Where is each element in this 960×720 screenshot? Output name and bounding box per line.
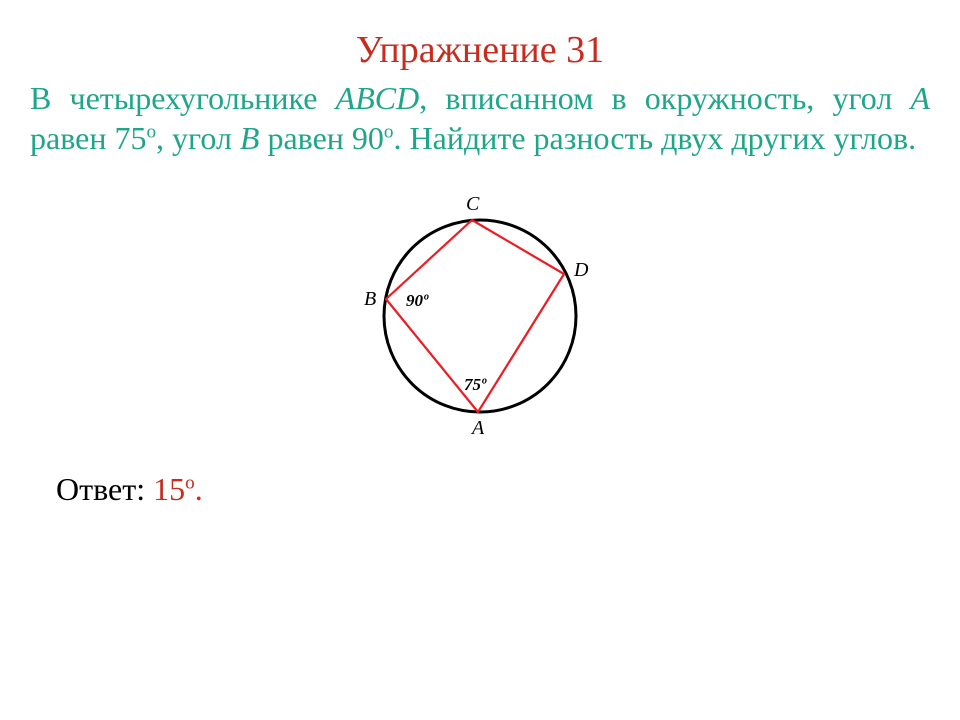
svg-text:D: D <box>573 259 589 281</box>
problem-statement: В четырехугольнике ABCD, вписанном в окр… <box>0 78 960 168</box>
answer-block: Ответ: 15о. <box>0 461 960 508</box>
answer-value: 15о. <box>153 471 203 507</box>
svg-text:90º: 90º <box>406 291 429 310</box>
svg-text:75º: 75º <box>464 375 487 394</box>
svg-text:A: A <box>470 417 485 439</box>
exercise-title: Упражнение 31 <box>0 0 960 78</box>
figure-container: A B C D 90º 75º <box>0 168 960 461</box>
geometry-diagram: A B C D 90º 75º <box>350 186 610 446</box>
svg-text:C: C <box>466 193 480 215</box>
svg-text:B: B <box>364 288 376 310</box>
answer-label: Ответ: <box>56 471 145 507</box>
